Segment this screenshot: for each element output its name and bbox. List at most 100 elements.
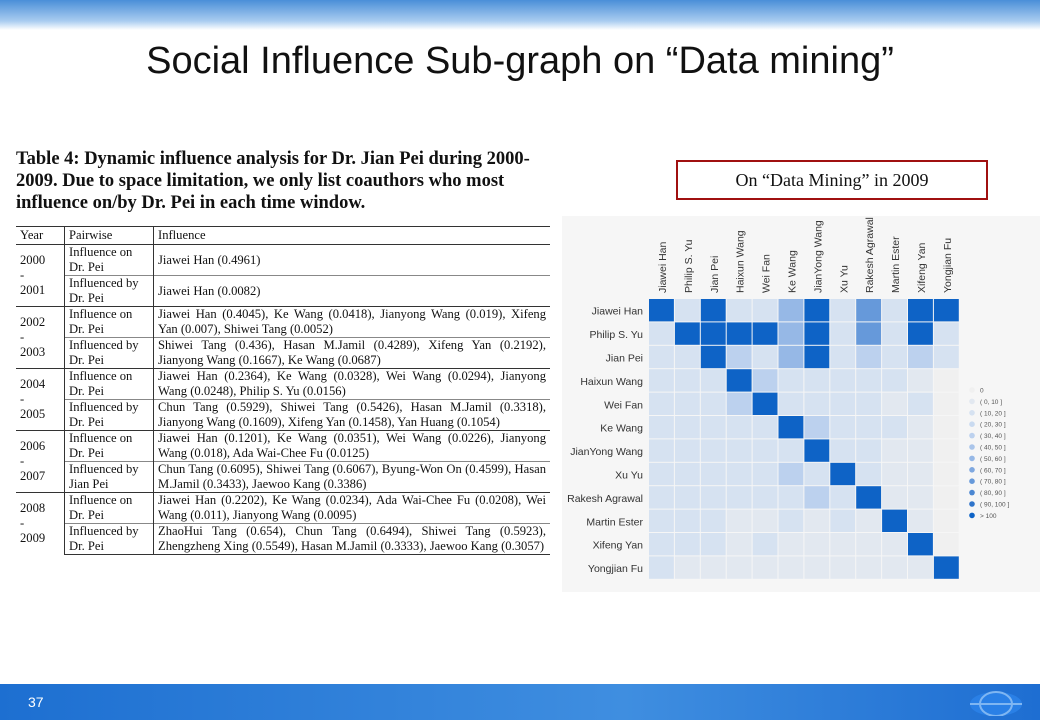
heatmap-cell (726, 486, 752, 509)
row-label: Haixun Wang (580, 376, 643, 388)
pairwise-cell: Influence on Dr. Pei (64, 430, 154, 462)
heatmap-cell (726, 556, 752, 579)
heatmap-cell (726, 345, 752, 369)
heatmap-cell (804, 439, 830, 462)
heatmap-cell (908, 416, 933, 439)
table-row: 2000 - 2001 Influence on Dr. Pei Jiawei … (16, 244, 550, 307)
heatmap-cell (830, 509, 856, 532)
heatmap-cell (752, 369, 778, 392)
heatmap-cell (649, 486, 674, 509)
heatmap-cell (908, 439, 933, 462)
pairwise-cell: Influenced by Dr. Pei (64, 337, 154, 369)
heatmap-cell (908, 322, 933, 345)
heatmap-cell (752, 509, 778, 532)
heatmap-cell (933, 556, 959, 579)
influence-cell: Jiawei Han (0.4961) (153, 244, 550, 276)
year-end: 2005 (20, 407, 46, 421)
heatmap-cell (674, 299, 700, 322)
pairwise-cell: Influenced by Dr. Pei (64, 399, 154, 431)
heatmap-cell (752, 299, 778, 322)
heatmap-cell (649, 299, 674, 322)
heatmap-cell (882, 416, 907, 439)
year-cell: 2002 - 2003 (16, 306, 65, 369)
pairwise-cell: Influence on Dr. Pei (64, 492, 154, 524)
heatmap-cell (933, 345, 959, 369)
heatmap-cell (933, 439, 959, 462)
row-label: Ke Wang (600, 423, 643, 435)
heatmap-cell (674, 556, 700, 579)
heatmap-cell (674, 322, 700, 345)
heatmap-cell (649, 439, 674, 462)
table-row: 2006 - 2007 Influence on Dr. Pei Jiawei … (16, 430, 550, 493)
table-row: Influenced by Dr. Pei Chun Tang (0.5929)… (16, 399, 550, 431)
heatmap-cell (830, 533, 856, 556)
heatmap-cell (674, 462, 700, 486)
heatmap-cell (752, 322, 778, 345)
legend-label: ( 70, 80 ] (980, 479, 1006, 486)
heatmap-cell (856, 509, 882, 532)
table-row: Influenced by Dr. Pei ZhaoHui Tang (0.65… (16, 523, 550, 555)
heatmap-cell (804, 392, 830, 415)
heatmap-cell (856, 416, 882, 439)
heatmap-cell (726, 369, 752, 392)
legend-swatch (969, 398, 975, 405)
row-label: Yongjian Fu (588, 563, 643, 575)
heatmap-cell (778, 462, 804, 486)
heatmap-cell (649, 533, 674, 556)
heatmap-cell (649, 345, 674, 369)
legend-swatch (969, 387, 975, 393)
legend-label: ( 40, 50 ] (980, 445, 1006, 452)
table-row: 2004 - 2005 Influence on Dr. Pei Jiawei … (16, 368, 550, 431)
heatmap-cell (700, 556, 726, 579)
pairwise-cell: Influence on Dr. Pei (64, 306, 154, 338)
influence-cell: ZhaoHui Tang (0.654), Chun Tang (0.6494)… (153, 523, 550, 555)
heatmap-cell (649, 369, 674, 392)
influence-heatmap: Jiawei Han Philip S. Yu Jian Pei Haixun Wan… (567, 217, 1009, 579)
heatmap-cell (804, 345, 830, 369)
heatmap-cell (804, 509, 830, 532)
heatmap-cell (778, 533, 804, 556)
heatmap-cell (674, 486, 700, 509)
heatmap-cell (908, 392, 933, 415)
heatmap-cell (778, 322, 804, 345)
heatmap-cell (804, 369, 830, 392)
heatmap-cell (778, 369, 804, 392)
row-label: Jiawei Han (592, 306, 644, 318)
year-dash: - (20, 268, 25, 282)
heatmap-cell (856, 486, 882, 509)
year-start: 2000 (20, 253, 46, 267)
column-label: Yongjian Fu (942, 238, 954, 293)
heatmap-cell (726, 439, 752, 462)
table-header-row: Year Pairwise Influence (16, 226, 550, 245)
heatmap-cell (856, 322, 882, 345)
heatmap-cell (674, 416, 700, 439)
pairwise-cell: Influenced by Jian Pei (64, 461, 154, 493)
row-label: Jian Pei (606, 353, 643, 365)
heatmap-cell (674, 369, 700, 392)
heatmap-panel: Jiawei Han Philip S. Yu Jian Pei Haixun Wan… (562, 216, 1040, 592)
page-number: 37 (28, 694, 44, 710)
heatmap-cell (882, 322, 907, 345)
year-dash: - (20, 392, 25, 406)
header-influence: Influence (153, 226, 550, 245)
heatmap-cell (649, 322, 674, 345)
heatmap-cell (908, 299, 933, 322)
heatmap-cell (882, 345, 907, 369)
heatmap-cell (804, 486, 830, 509)
row-label: Xifeng Yan (593, 540, 644, 552)
pairwise-cell: Influenced by Dr. Pei (64, 275, 154, 307)
year-cell: 2006 - 2007 (16, 430, 65, 493)
year-end: 2007 (20, 469, 46, 483)
heatmap-cell (830, 486, 856, 509)
heatmap-cell (908, 556, 933, 579)
heatmap-cell (933, 486, 959, 509)
heatmap-cell (778, 392, 804, 415)
influence-cell: Jiawei Han (0.2364), Ke Wang (0.0328), W… (153, 368, 550, 400)
influence-cell: Jiawei Han (0.0082) (153, 275, 550, 307)
heatmap-cell (804, 533, 830, 556)
heatmap-cell (649, 462, 674, 486)
heatmap-cell (700, 533, 726, 556)
year-start: 2004 (20, 377, 46, 391)
heatmap-cell (830, 345, 856, 369)
column-label: Philip S. Yu (683, 239, 695, 293)
